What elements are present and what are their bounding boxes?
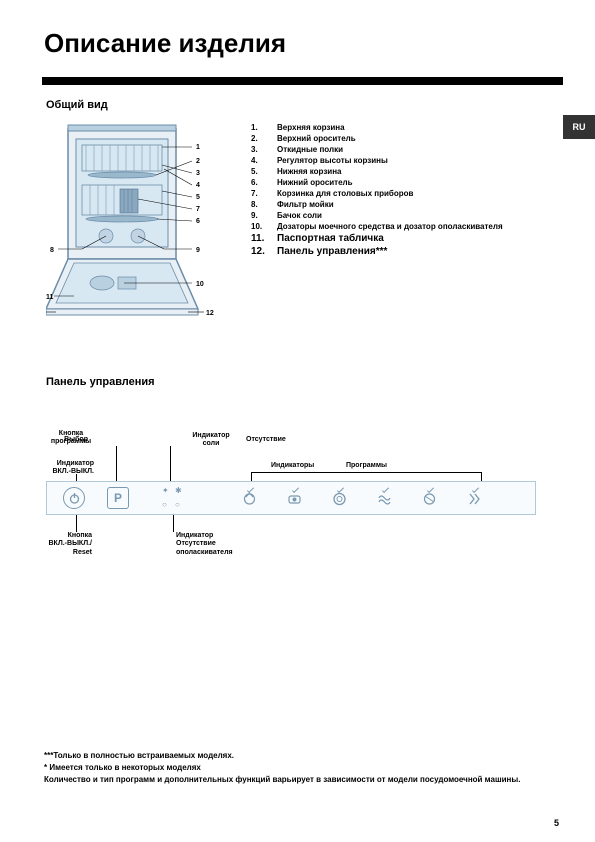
overview-section: 1 2 3 4 5 7 6 8 9 10 11 12 1.Верхняя кор… xyxy=(46,121,595,326)
page-title: Описание изделия xyxy=(0,0,595,59)
prog-eco-icon xyxy=(421,490,438,507)
list-item: 3.Откидные полки xyxy=(251,145,595,154)
list-item: 6.Нижний ороситель xyxy=(251,178,595,187)
list-item: 8.Фильтр мойки xyxy=(251,200,595,209)
callout-12: 12 xyxy=(206,310,214,317)
footnotes: ***Только в полностью встраиваемых модел… xyxy=(44,750,534,786)
list-item: 2.Верхний ороситель xyxy=(251,134,595,143)
footnote-2: * Имеется только в некоторых моделях xyxy=(44,762,534,774)
callout-9: 9 xyxy=(196,247,200,254)
callout-4: 4 xyxy=(196,182,200,189)
overview-heading: Общий вид xyxy=(46,99,595,111)
dishwasher-diagram: 1 2 3 4 5 7 6 8 9 10 11 12 xyxy=(46,121,221,326)
parts-list: 1.Верхняя корзина 2.Верхний ороситель 3.… xyxy=(251,123,595,326)
power-button-icon xyxy=(63,487,85,509)
footnote-1: ***Только в полностью встраиваемых модел… xyxy=(44,750,534,762)
prog-intensive-icon xyxy=(286,490,303,507)
callout-2: 2 xyxy=(196,158,200,165)
callout-8: 8 xyxy=(50,247,54,254)
label-programmy: Программы xyxy=(346,462,387,470)
callout-10: 10 xyxy=(196,281,204,288)
program-button-icon: P xyxy=(107,487,129,509)
control-panel-diagram: Выбор Кнопка программы Индикатор ВКЛ.-ВЫ… xyxy=(46,406,536,576)
callout-7: 7 xyxy=(196,206,200,213)
label-ind-otsut: Индикатор Отсутствие ополаскивателя xyxy=(176,532,256,557)
led-icon: ○ xyxy=(162,500,167,509)
title-bar xyxy=(42,77,563,85)
language-tab: RU xyxy=(563,115,595,139)
callout-6: 6 xyxy=(196,218,200,225)
footnote-3: Количество и тип программ и дополнительн… xyxy=(44,774,534,786)
label-knopka-prog: Кнопка программы xyxy=(46,430,96,447)
page-number: 5 xyxy=(554,818,559,828)
list-item: 5.Нижняя корзина xyxy=(251,167,595,176)
label-otsutstvie: Отсутствие xyxy=(246,436,286,444)
rinse-indicator-icon: ✱ xyxy=(175,486,182,495)
callout-1: 1 xyxy=(196,144,200,151)
callout-5: 5 xyxy=(196,194,200,201)
list-item: 11.Паспортная табличка xyxy=(251,233,595,244)
list-item: 1.Верхняя корзина xyxy=(251,123,595,132)
label-ind-vkl: Индикатор ВКЛ.-ВЫКЛ. xyxy=(36,460,94,477)
prog-auto-icon xyxy=(241,490,258,507)
prog-rapid-icon xyxy=(466,490,483,507)
prog-soak-icon xyxy=(376,490,393,507)
led-icon: ○ xyxy=(175,500,180,509)
list-item: 12.Панель управления*** xyxy=(251,246,595,257)
label-ind-soli: Индикатор соли xyxy=(186,432,236,449)
list-item: 9.Бачок соли xyxy=(251,211,595,220)
prog-normal-icon xyxy=(331,490,348,507)
list-item: 7.Корзинка для столовых приборов xyxy=(251,189,595,198)
panel-heading: Панель управления xyxy=(46,376,595,388)
callout-3: 3 xyxy=(196,170,200,177)
callout-11: 11 xyxy=(46,294,54,301)
control-panel-bar: P ✦ ✱ ○ ○ xyxy=(46,481,536,515)
list-item: 4.Регулятор высоты корзины xyxy=(251,156,595,165)
control-panel-section: Панель управления Выбор Кнопка программы… xyxy=(46,376,595,576)
label-indikatory: Индикаторы xyxy=(271,462,314,470)
list-item: 10.Дозаторы моечного средства и дозатор … xyxy=(251,222,595,231)
salt-indicator-icon: ✦ xyxy=(162,486,169,495)
label-knopka-vkl: Кнопка ВКЛ.-ВЫКЛ./ Reset xyxy=(34,532,92,557)
